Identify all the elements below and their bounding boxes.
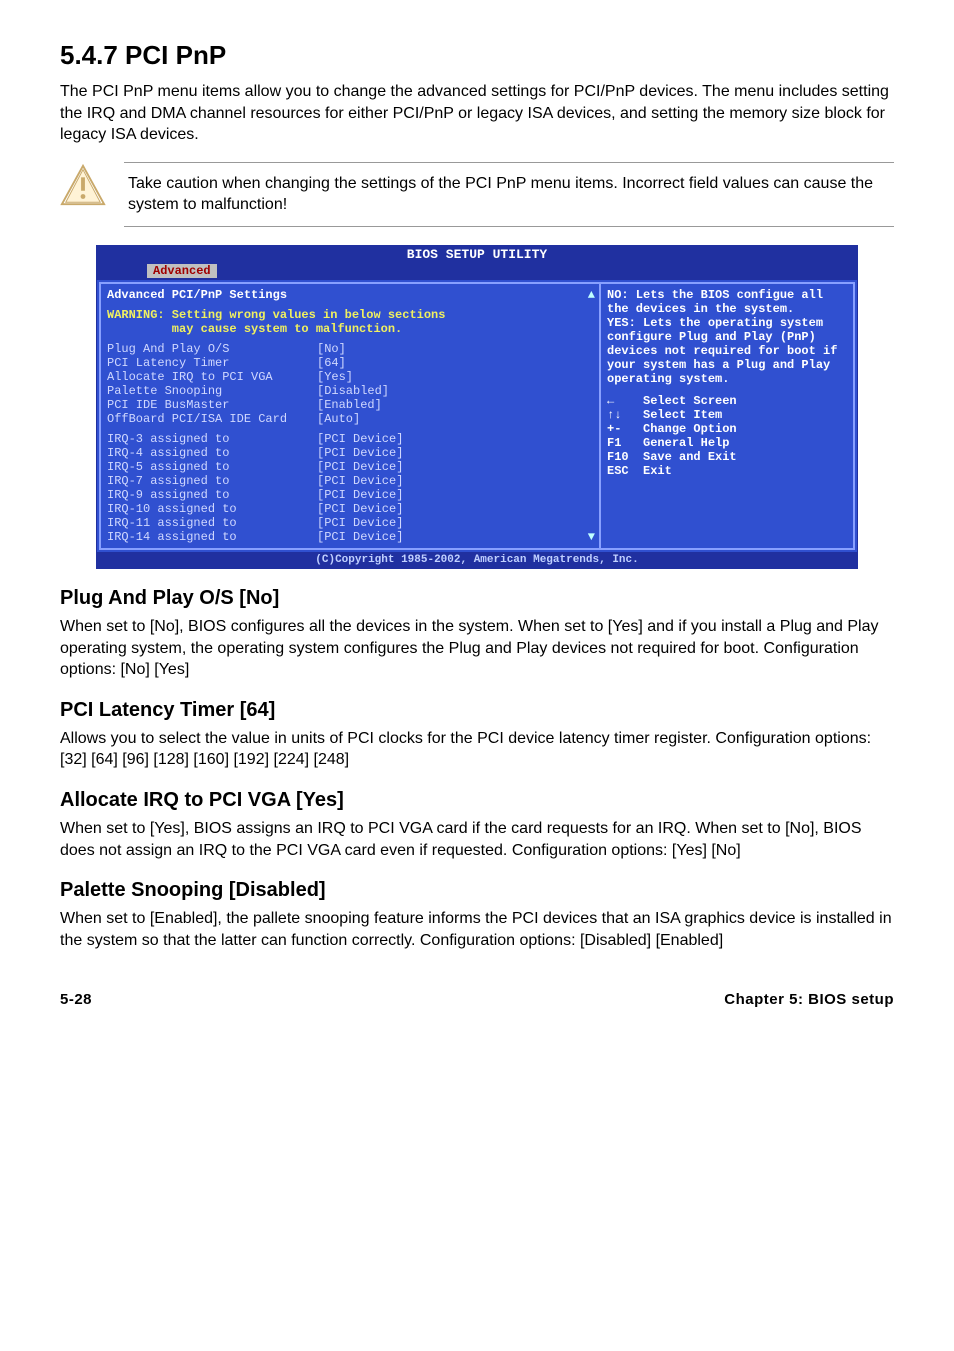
sub-lat-text: Allows you to select the value in units … bbox=[60, 728, 894, 771]
bios-key-row: F10 Save and Exit bbox=[607, 450, 847, 464]
sub-pnp-text: When set to [No], BIOS configures all th… bbox=[60, 616, 894, 681]
bios-tab-advanced: Advanced bbox=[147, 264, 217, 278]
caution-text: Take caution when changing the settings … bbox=[124, 162, 894, 227]
bios-screenshot: BIOS SETUP UTILITY Advanced ▲ ▼ Advanced… bbox=[96, 245, 858, 569]
bios-setting-row: Palette Snooping [Disabled] bbox=[107, 384, 593, 398]
sub-pal-title: Palette Snooping [Disabled] bbox=[60, 879, 894, 902]
bios-warning: WARNING: Setting wrong values in below s… bbox=[107, 308, 593, 336]
scroll-up-icon: ▲ bbox=[588, 288, 595, 302]
caution-callout: Take caution when changing the settings … bbox=[60, 162, 894, 227]
bios-setting-row: PCI Latency Timer [64] bbox=[107, 356, 593, 370]
bios-setting-row: Allocate IRQ to PCI VGA [Yes] bbox=[107, 370, 593, 384]
section-heading: 5.4.7 PCI PnP bbox=[60, 40, 894, 71]
bios-setting-row: Plug And Play O/S [No] bbox=[107, 342, 593, 356]
bios-key-row: +- Change Option bbox=[607, 422, 847, 436]
page-footer: 5-28 Chapter 5: BIOS setup bbox=[60, 991, 894, 1008]
caution-icon bbox=[60, 162, 106, 208]
bios-setting-row: OffBoard PCI/ISA IDE Card [Auto] bbox=[107, 412, 593, 426]
bios-help-panel: NO: Lets the BIOS configue all the devic… bbox=[599, 282, 855, 550]
bios-setting-row: IRQ-4 assigned to [PCI Device] bbox=[107, 446, 593, 460]
sub-irq-text: When set to [Yes], BIOS assigns an IRQ t… bbox=[60, 818, 894, 861]
bios-key-row: ↑↓ Select Item bbox=[607, 408, 847, 422]
bios-setting-row: IRQ-14 assigned to [PCI Device] bbox=[107, 530, 593, 544]
bios-key-row: F1 General Help bbox=[607, 436, 847, 450]
bios-setting-row: PCI IDE BusMaster [Enabled] bbox=[107, 398, 593, 412]
footer-chapter: Chapter 5: BIOS setup bbox=[724, 991, 894, 1008]
bios-main-panel: ▲ ▼ Advanced PCI/PnP Settings WARNING: S… bbox=[99, 282, 599, 550]
section-intro: The PCI PnP menu items allow you to chan… bbox=[60, 81, 894, 146]
bios-key-row: ← Select Screen bbox=[607, 394, 847, 408]
bios-tabbar: Advanced bbox=[97, 264, 857, 280]
bios-key-legend: ← Select Screen↑↓ Select Item+- Change O… bbox=[607, 394, 847, 478]
sub-irq-title: Allocate IRQ to PCI VGA [Yes] bbox=[60, 789, 894, 812]
bios-help-text: NO: Lets the BIOS configue all the devic… bbox=[607, 288, 847, 386]
bios-copyright: (C)Copyright 1985-2002, American Megatre… bbox=[97, 552, 857, 568]
bios-setting-row: IRQ-7 assigned to [PCI Device] bbox=[107, 474, 593, 488]
bios-panel-title: Advanced PCI/PnP Settings bbox=[107, 288, 593, 302]
bios-setting-row: IRQ-10 assigned to [PCI Device] bbox=[107, 502, 593, 516]
footer-page-number: 5-28 bbox=[60, 991, 92, 1008]
scroll-down-icon: ▼ bbox=[588, 530, 595, 544]
bios-title: BIOS SETUP UTILITY bbox=[97, 246, 857, 264]
sub-pal-text: When set to [Enabled], the pallete snoop… bbox=[60, 908, 894, 951]
bios-setting-row: IRQ-11 assigned to [PCI Device] bbox=[107, 516, 593, 530]
sub-pnp-title: Plug And Play O/S [No] bbox=[60, 587, 894, 610]
bios-setting-row: IRQ-5 assigned to [PCI Device] bbox=[107, 460, 593, 474]
bios-setting-row: IRQ-3 assigned to [PCI Device] bbox=[107, 432, 593, 446]
bios-key-row: ESC Exit bbox=[607, 464, 847, 478]
sub-lat-title: PCI Latency Timer [64] bbox=[60, 699, 894, 722]
bios-setting-row: IRQ-9 assigned to [PCI Device] bbox=[107, 488, 593, 502]
